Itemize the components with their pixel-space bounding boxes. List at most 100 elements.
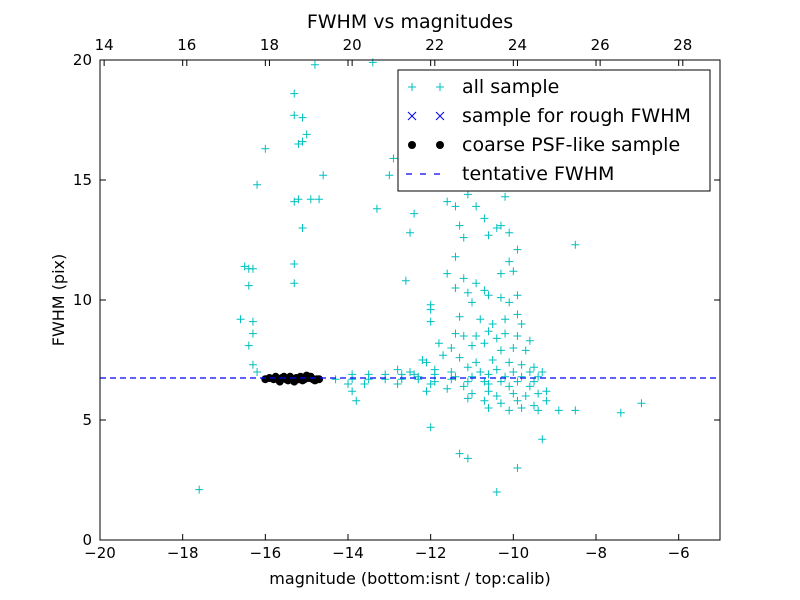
all-sample-point — [302, 130, 311, 139]
all-sample-point — [637, 399, 646, 408]
all-sample-point — [319, 171, 328, 180]
all-sample-point — [534, 372, 543, 381]
all-sample-point — [244, 341, 253, 350]
all-sample-point — [381, 375, 390, 384]
chart-title: FWHM vs magnitudes — [307, 11, 513, 33]
all-sample-point — [426, 423, 435, 432]
all-sample-point — [468, 389, 476, 398]
all-sample-point — [290, 89, 299, 98]
all-sample-point — [430, 370, 439, 379]
y-tick-label: 15 — [73, 171, 92, 189]
all-sample-point — [492, 488, 501, 496]
top-tick-label: 28 — [673, 36, 692, 54]
all-sample-point — [451, 284, 460, 292]
all-sample-point — [517, 360, 526, 369]
psf-sample-points — [261, 371, 324, 386]
all-sample-point — [426, 380, 435, 388]
all-sample-point — [509, 267, 518, 276]
all-sample-point — [248, 264, 257, 273]
psf-sample-point — [315, 375, 324, 384]
all-sample-point — [534, 389, 543, 398]
all-sample-point — [484, 380, 493, 388]
all-sample-point — [513, 291, 522, 300]
all-sample-point — [434, 339, 443, 348]
legend-marker-psf-sample — [408, 141, 416, 149]
all-sample-point — [298, 137, 307, 146]
all-sample-point — [501, 192, 510, 201]
all-sample-point — [459, 332, 468, 340]
all-sample-point — [372, 204, 381, 213]
all-sample-point — [501, 329, 510, 338]
all-sample-point — [422, 387, 431, 396]
all-sample-point — [463, 377, 472, 386]
all-sample-point — [426, 305, 435, 314]
all-sample-point — [509, 344, 518, 352]
all-sample-point — [534, 406, 543, 415]
top-tick-label: 22 — [425, 36, 444, 54]
all-sample-point — [447, 344, 456, 352]
top-tick-label: 26 — [591, 36, 610, 54]
all-sample-point — [484, 387, 493, 396]
all-sample-point — [290, 111, 299, 120]
all-sample-point — [418, 356, 427, 364]
all-sample-point — [463, 288, 472, 297]
all-sample-point — [468, 298, 476, 307]
all-sample-point — [480, 396, 489, 405]
all-sample-point — [525, 382, 534, 391]
all-sample-point — [459, 382, 468, 391]
all-sample-point — [348, 387, 357, 396]
all-sample-point — [290, 260, 299, 268]
all-sample-point — [492, 224, 501, 232]
y-tick-label: 20 — [73, 51, 92, 69]
legend-marker-psf-sample — [436, 141, 444, 149]
all-sample-point — [298, 113, 307, 122]
all-sample-point — [248, 360, 257, 369]
x-tick-label: −6 — [668, 544, 690, 562]
all-sample-point — [530, 363, 538, 372]
all-sample-point — [459, 233, 468, 242]
all-sample-point — [554, 406, 563, 415]
legend-label: all sample — [462, 76, 559, 98]
all-sample-point — [240, 262, 249, 271]
all-sample-point — [406, 368, 414, 376]
all-sample-point — [261, 144, 270, 153]
all-sample-point — [310, 60, 319, 69]
all-sample-point — [484, 327, 493, 336]
top-tick-label: 20 — [343, 36, 362, 54]
all-sample-point — [459, 274, 468, 283]
all-sample-point — [463, 454, 472, 463]
legend-label: tentative FWHM — [462, 163, 614, 185]
x-tick-label: −14 — [332, 544, 364, 562]
legend-marker-all-sample — [408, 83, 416, 91]
all-sample-point — [248, 329, 257, 338]
all-sample-point — [294, 140, 303, 148]
all-sample-point — [513, 396, 522, 405]
all-sample-point — [480, 339, 489, 348]
all-sample-point — [505, 228, 514, 237]
all-sample-point — [517, 320, 526, 328]
all-sample-point — [455, 353, 464, 362]
all-sample-point — [480, 214, 489, 223]
all-sample-point — [505, 358, 514, 367]
all-sample-point — [496, 293, 505, 302]
all-sample-point — [451, 252, 460, 261]
all-sample-point — [513, 332, 522, 340]
all-sample-point — [352, 396, 361, 405]
all-sample-point — [315, 195, 324, 204]
all-sample-point — [463, 394, 472, 403]
all-sample-point — [476, 368, 485, 376]
x-tick-label: −20 — [84, 544, 116, 562]
x-axis-label: magnitude (bottom:isnt / top:calib) — [269, 569, 550, 588]
x-tick-label: −16 — [250, 544, 282, 562]
all-sample-point — [472, 358, 481, 367]
all-sample-point — [443, 384, 452, 393]
legend-marker-all-sample — [436, 83, 444, 91]
top-tick-label: 14 — [95, 36, 114, 54]
x-tick-label: −8 — [585, 544, 607, 562]
all-sample-point — [331, 375, 340, 384]
all-sample-point — [468, 372, 476, 381]
y-axis-ticks: 0 5 10 15 20 — [73, 51, 720, 549]
all-sample-point — [253, 180, 262, 189]
all-sample-point — [542, 387, 551, 396]
